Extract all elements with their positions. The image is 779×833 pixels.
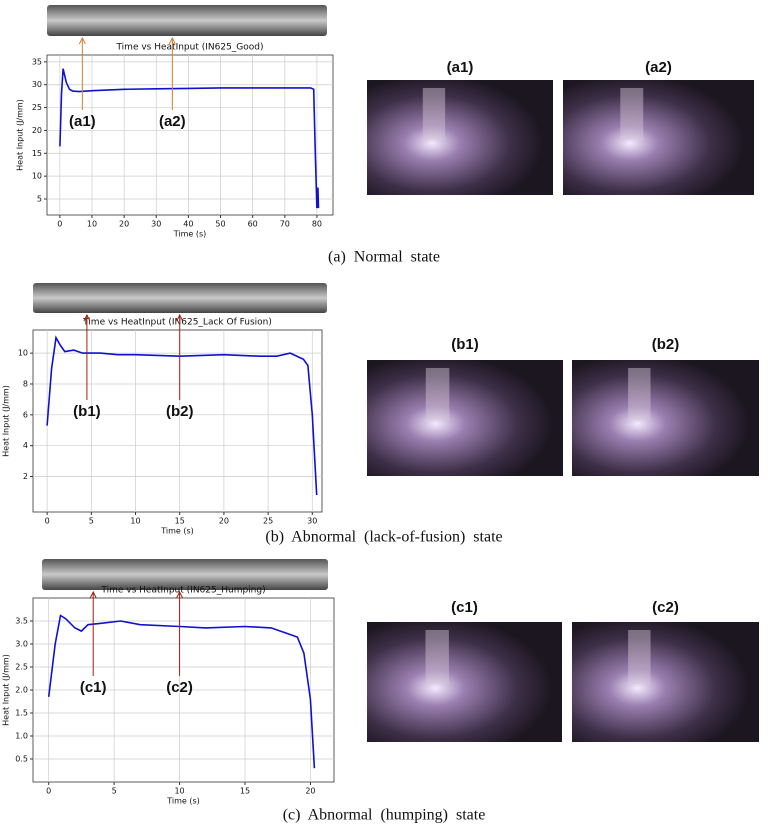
x-tick-label: 30 bbox=[151, 220, 161, 229]
y-tick-label: 8 bbox=[23, 379, 28, 388]
photo-label: (a2) bbox=[645, 59, 672, 76]
x-tick-label: 15 bbox=[240, 787, 250, 796]
welding-photo bbox=[572, 360, 759, 476]
y-tick-label: 30 bbox=[32, 80, 42, 89]
heat-input-line bbox=[47, 614, 316, 769]
x-tick-label: 20 bbox=[119, 220, 129, 229]
nozzle bbox=[425, 368, 450, 421]
nozzle bbox=[620, 88, 644, 140]
y-tick-label: 35 bbox=[32, 57, 42, 66]
y-tick-label: 10 bbox=[18, 349, 28, 358]
x-axis-label: Time (s) bbox=[160, 527, 194, 536]
photo-label: (c2) bbox=[652, 599, 679, 616]
x-tick-label: 70 bbox=[280, 220, 290, 229]
y-tick-label: 3.5 bbox=[15, 617, 28, 626]
y-tick-label: 4 bbox=[23, 441, 28, 450]
photo-label: (a1) bbox=[447, 59, 474, 76]
x-tick-label: 0 bbox=[46, 787, 51, 796]
x-tick-label: 20 bbox=[305, 787, 315, 796]
x-tick-label: 30 bbox=[307, 517, 317, 526]
chart-title: Time vs HeatInput (IN625_Lack Of Fusion) bbox=[82, 318, 272, 328]
y-tick-label: 15 bbox=[32, 149, 42, 158]
y-tick-label: 2.5 bbox=[15, 663, 28, 672]
weld-strip-photo bbox=[42, 559, 328, 590]
x-tick-label: 20 bbox=[219, 517, 229, 526]
caption: (a) Normal state bbox=[328, 249, 440, 266]
plot-frame bbox=[46, 54, 334, 216]
x-tick-label: 60 bbox=[248, 220, 258, 229]
welding-photo bbox=[572, 622, 759, 742]
nozzle bbox=[628, 368, 651, 421]
photo-label: (c1) bbox=[451, 599, 478, 616]
annotation-label: (a1) bbox=[69, 113, 96, 130]
chart-title: Time vs HeatInput (IN625_Humping) bbox=[100, 586, 265, 596]
arrow-head bbox=[89, 590, 97, 599]
x-tick-label: 40 bbox=[183, 220, 193, 229]
welding-photo bbox=[367, 80, 553, 195]
y-tick-label: 1.0 bbox=[15, 732, 28, 741]
y-tick-label: 2.0 bbox=[15, 686, 28, 695]
annotation-label: (b1) bbox=[73, 403, 101, 420]
weld-strip-photo bbox=[47, 5, 327, 36]
x-tick-label: 80 bbox=[312, 220, 322, 229]
y-tick-label: 5 bbox=[37, 195, 42, 204]
y-tick-label: 10 bbox=[32, 172, 42, 181]
plot-frame bbox=[32, 329, 323, 513]
arrow-head bbox=[176, 590, 184, 599]
photo-label: (b1) bbox=[451, 336, 479, 353]
y-tick-label: 1.5 bbox=[15, 709, 28, 718]
x-tick-label: 10 bbox=[130, 517, 140, 526]
annotation-label: (a2) bbox=[159, 113, 186, 130]
arrow-head bbox=[176, 313, 184, 322]
welding-photo bbox=[367, 622, 562, 742]
x-tick-label: 10 bbox=[87, 220, 97, 229]
welding-photo bbox=[367, 360, 563, 476]
nozzle bbox=[422, 88, 446, 140]
x-tick-label: 15 bbox=[175, 517, 185, 526]
y-tick-label: 3.0 bbox=[15, 640, 28, 649]
y-tick-label: 2 bbox=[23, 472, 28, 481]
arrow-head bbox=[83, 313, 91, 322]
x-tick-label: 5 bbox=[112, 787, 117, 796]
heat-input-line bbox=[46, 335, 318, 496]
y-axis-label: Heat Input (J/mm) bbox=[2, 654, 11, 726]
x-tick-label: 0 bbox=[57, 220, 62, 229]
weld-strip-photo bbox=[33, 283, 327, 313]
annotation-label: (c2) bbox=[166, 679, 193, 696]
x-axis-label: Time (s) bbox=[166, 797, 200, 806]
x-tick-label: 10 bbox=[174, 787, 184, 796]
welding-photo bbox=[563, 80, 754, 195]
annotation-label: (c1) bbox=[80, 679, 107, 696]
y-tick-label: 6 bbox=[23, 410, 28, 419]
chart-title: Time vs HeatInput (IN625_Good) bbox=[115, 43, 263, 53]
x-tick-label: 50 bbox=[215, 220, 225, 229]
y-axis-label: Heat Input (J/mm) bbox=[16, 99, 25, 171]
x-tick-label: 5 bbox=[89, 517, 94, 526]
nozzle bbox=[425, 630, 449, 684]
y-axis-label: Heat Input (J/mm) bbox=[2, 385, 11, 457]
x-tick-label: 25 bbox=[263, 517, 273, 526]
y-tick-label: 20 bbox=[32, 126, 42, 135]
y-tick-label: 25 bbox=[32, 103, 42, 112]
arrow-head bbox=[168, 36, 176, 45]
y-tick-label: 0.5 bbox=[15, 755, 28, 764]
x-axis-label: Time (s) bbox=[173, 230, 207, 239]
photo-label: (b2) bbox=[652, 336, 680, 353]
nozzle bbox=[628, 630, 651, 684]
x-tick-label: 0 bbox=[45, 517, 50, 526]
caption: (b) Abnormal (lack-of-fusion) state bbox=[265, 529, 502, 546]
arrow-head bbox=[78, 36, 86, 45]
caption: (c) Abnormal (humping) state bbox=[283, 807, 486, 824]
annotation-label: (b2) bbox=[166, 403, 194, 420]
